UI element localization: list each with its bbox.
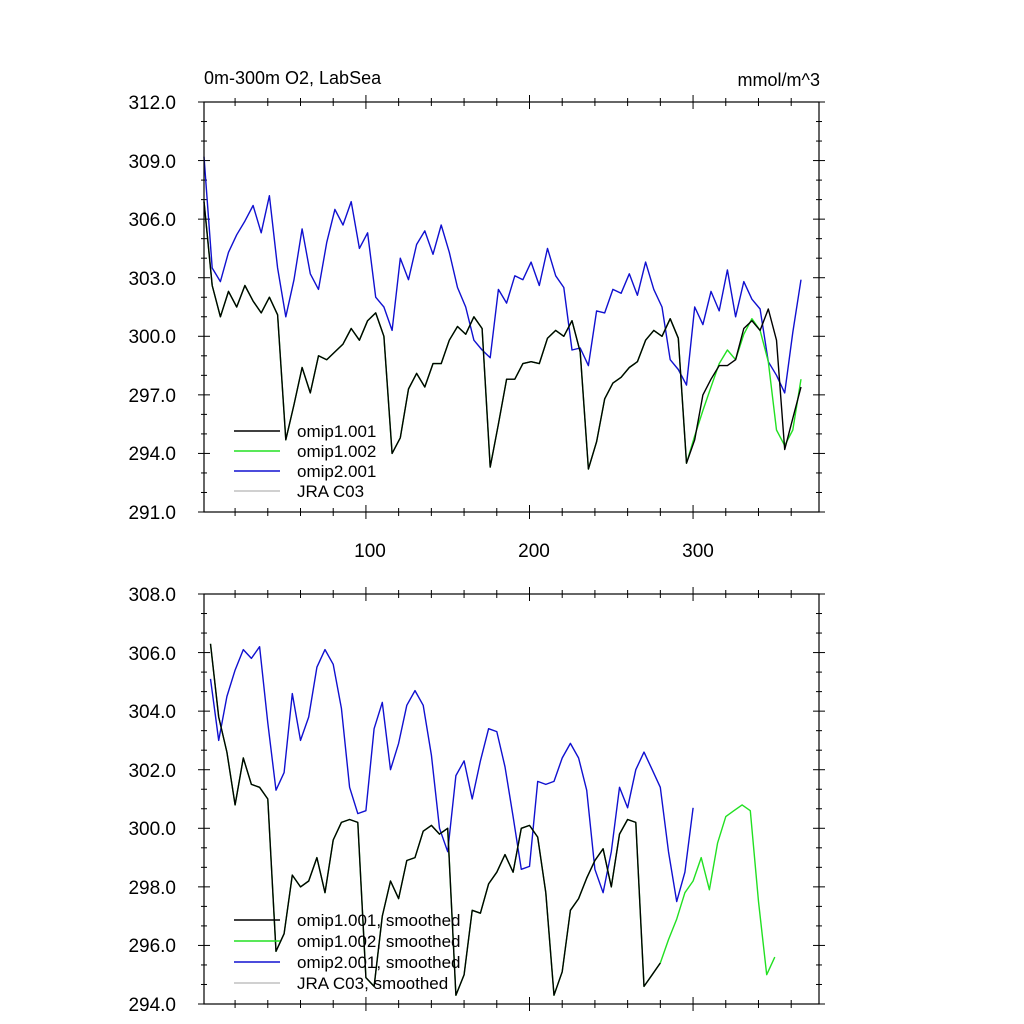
top-y-tick-label: 294.0 [128, 444, 176, 465]
legend-label-omip2-001-smoothed: omip2.001, smoothed [297, 953, 461, 972]
bottom-y-tick-label: 306.0 [128, 644, 176, 665]
top-y-tick-label: 309.0 [128, 152, 176, 173]
top-x-tick-label: 200 [518, 541, 550, 562]
legend-label-jra-c03-smoothed: JRA C03, smoothed [297, 974, 448, 993]
top-x-tick-label: 300 [682, 541, 714, 562]
top-y-tick-label: 303.0 [128, 269, 176, 290]
series-line-omip1-002 [203, 201, 802, 470]
bottom-panel-ticks [198, 587, 825, 1011]
bottom-y-tick-label: 302.0 [128, 761, 176, 782]
legend-label-omip1-002-smoothed: omip1.002, smoothed [297, 932, 461, 951]
top-y-tick-label: 300.0 [128, 327, 176, 348]
top-panel-frame [203, 101, 820, 513]
legend-label-omip1-002: omip1.002 [297, 442, 376, 461]
legend-label-jra-c03: JRA C03 [297, 482, 364, 501]
top-panel-units: mmol/m^3 [738, 70, 820, 90]
top-panel-ticks [198, 95, 825, 519]
top-y-tick-label: 291.0 [128, 503, 176, 524]
bottom-y-tick-label: 304.0 [128, 702, 176, 723]
top-panel-title: 0m-300m O2, LabSea [204, 68, 382, 88]
top-legend: omip1.001 omip1.002 omip2.001 JRA C03 [234, 422, 376, 501]
bottom-y-tick-label: 296.0 [128, 936, 176, 957]
legend-label-omip1-001-smoothed: omip1.001, smoothed [297, 911, 461, 930]
series-line-omip1-001 [203, 201, 802, 470]
top-y-tick-label: 312.0 [128, 93, 176, 114]
bottom-legend: omip1.001, smoothed omip1.002, smoothed … [234, 911, 461, 993]
legend-label-omip1-001: omip1.001 [297, 422, 376, 441]
bottom-y-tick-label: 300.0 [128, 819, 176, 840]
series-line-omip2-001-smoothed [209, 646, 694, 903]
series-line-omip1-001-smoothed [209, 643, 661, 996]
top-x-tick-label: 100 [354, 541, 386, 562]
bottom-panel-frame [203, 593, 820, 1005]
top-panel-series [203, 156, 802, 470]
bottom-y-tick-label: 298.0 [128, 878, 176, 899]
legend-label-omip2-001: omip2.001 [297, 462, 376, 481]
bottom-y-tick-label: 294.0 [128, 995, 176, 1016]
bottom-panel-series [209, 643, 776, 996]
top-y-tick-label: 306.0 [128, 210, 176, 231]
series-line-omip1-002-smoothed [209, 643, 776, 996]
top-panel: 0m-300m O2, LabSea mmol/m^3 312.0 309.0 … [128, 68, 825, 562]
series-line-omip2-001 [203, 156, 802, 394]
top-y-tick-label: 297.0 [128, 386, 176, 407]
bottom-y-tick-label: 308.0 [128, 585, 176, 606]
bottom-panel: 308.0 306.0 304.0 302.0 300.0 298.0 296.… [128, 585, 825, 1016]
